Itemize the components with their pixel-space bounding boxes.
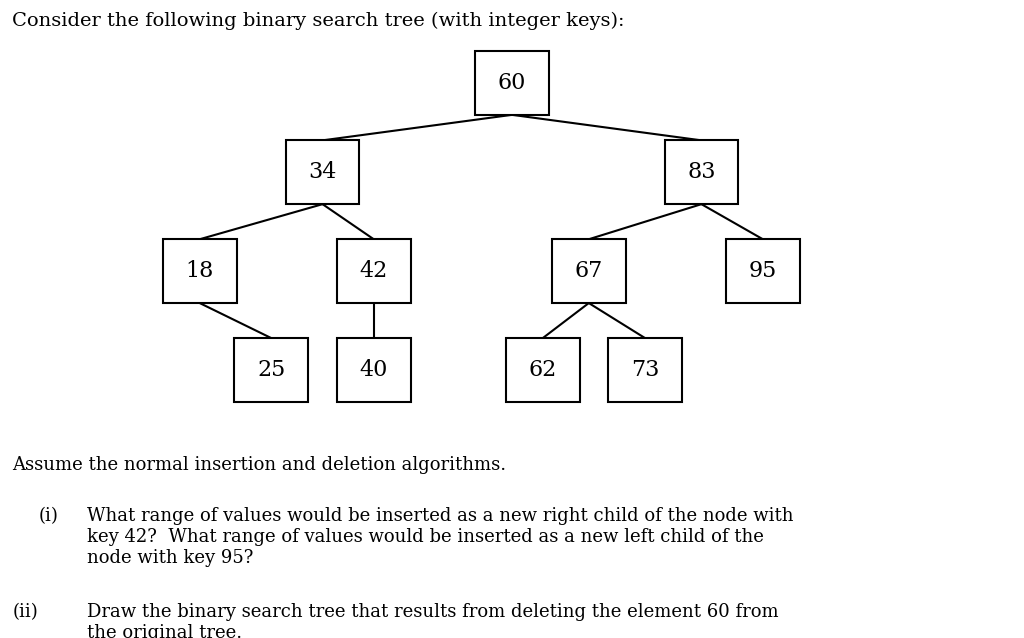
Text: Assume the normal insertion and deletion algorithms.: Assume the normal insertion and deletion… (12, 456, 507, 474)
FancyBboxPatch shape (337, 338, 411, 402)
Text: 83: 83 (687, 161, 716, 183)
FancyBboxPatch shape (552, 239, 626, 303)
Text: 73: 73 (631, 359, 659, 381)
Text: 95: 95 (749, 260, 777, 282)
Text: 25: 25 (257, 359, 286, 381)
Text: What range of values would be inserted as a new right child of the node with
key: What range of values would be inserted a… (87, 507, 794, 567)
FancyBboxPatch shape (337, 239, 411, 303)
Text: 62: 62 (528, 359, 557, 381)
Text: 42: 42 (359, 260, 388, 282)
Text: (i): (i) (39, 507, 58, 525)
Text: (ii): (ii) (12, 603, 38, 621)
Text: Consider the following binary search tree (with integer keys):: Consider the following binary search tre… (12, 11, 625, 30)
Text: 60: 60 (498, 72, 526, 94)
FancyBboxPatch shape (608, 338, 682, 402)
FancyBboxPatch shape (234, 338, 308, 402)
FancyBboxPatch shape (506, 338, 580, 402)
FancyBboxPatch shape (163, 239, 237, 303)
FancyBboxPatch shape (726, 239, 800, 303)
Text: 67: 67 (574, 260, 603, 282)
Text: 40: 40 (359, 359, 388, 381)
FancyBboxPatch shape (475, 51, 549, 115)
FancyBboxPatch shape (665, 140, 738, 204)
Text: 34: 34 (308, 161, 337, 183)
FancyBboxPatch shape (286, 140, 359, 204)
Text: 18: 18 (185, 260, 214, 282)
Text: Draw the binary search tree that results from deleting the element 60 from
the o: Draw the binary search tree that results… (87, 603, 778, 638)
